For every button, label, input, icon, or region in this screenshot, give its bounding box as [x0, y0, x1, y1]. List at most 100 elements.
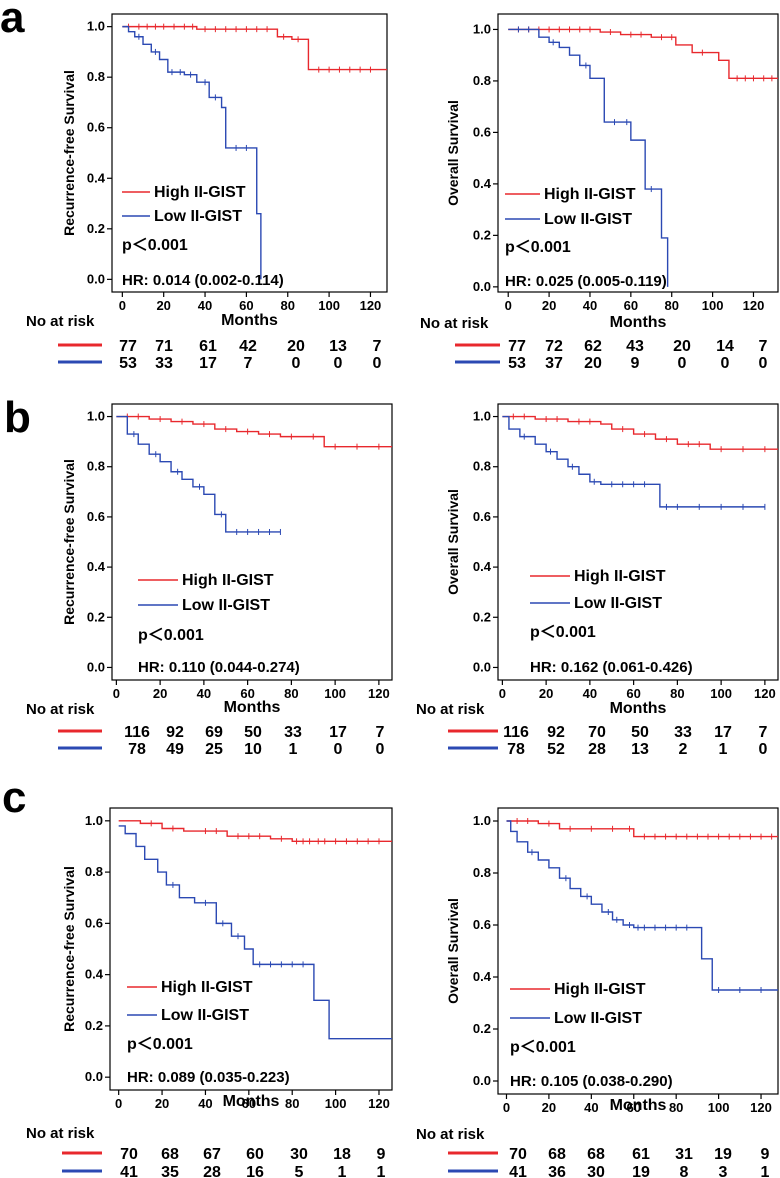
km-plot-a-os: 0.00.20.40.60.81.00 20 40 60 80 100 120Overall… — [420, 13, 779, 372]
risk-count-low: 10 — [244, 741, 262, 758]
x-tick-label: 0 — [115, 1096, 122, 1111]
risk-count-low: 0 — [334, 355, 343, 372]
y-tick-label: 1.0 — [85, 813, 103, 828]
legend-label-high: High II-GIST — [554, 981, 646, 998]
no-at-risk-header: No at risk — [26, 313, 95, 330]
x-tick-label: 100 — [324, 686, 346, 701]
x-tick-label: 80 — [281, 298, 295, 313]
hazard-ratio: HR: 0.089 (0.035-0.223) — [127, 1069, 290, 1086]
y-tick-label: 0.4 — [473, 559, 492, 574]
x-tick-label: 40 — [198, 1096, 212, 1111]
risk-count-low: 52 — [547, 741, 565, 758]
x-tick-label: 120 — [750, 1100, 772, 1115]
x-tick-label: 80 — [669, 1100, 683, 1115]
x-tick-label: 20 — [542, 1100, 556, 1115]
legend-label-high: High II-GIST — [182, 572, 274, 589]
y-axis-label: Overall Survival — [445, 100, 461, 206]
y-tick-label: 0.0 — [87, 659, 105, 674]
risk-count-high: 17 — [329, 724, 347, 741]
x-tick-label: 40 — [198, 298, 212, 313]
no-at-risk-header: No at risk — [26, 701, 95, 718]
x-tick-label: 60 — [626, 686, 640, 701]
risk-count-high: 7 — [376, 724, 385, 741]
plot-frame — [111, 403, 393, 681]
risk-count-high: 70 — [588, 724, 606, 741]
p-value: p＜0.001 — [510, 1039, 576, 1056]
risk-count-low: 41 — [120, 1164, 138, 1178]
x-tick-label: 60 — [624, 298, 638, 313]
legend-label-low: Low II-GIST — [574, 595, 662, 612]
y-tick-label: 0.4 — [87, 170, 106, 185]
y-tick-label: 0.6 — [473, 124, 491, 139]
x-tick-label: 20 — [156, 298, 170, 313]
risk-count-low: 0 — [334, 741, 343, 758]
y-tick-label: 0.8 — [473, 73, 491, 88]
y-tick-label: 0.0 — [473, 1073, 491, 1088]
risk-count-low: 0 — [678, 355, 687, 372]
risk-count-high: 60 — [246, 1146, 264, 1163]
y-tick-label: 1.0 — [87, 19, 105, 34]
risk-count-high: 68 — [587, 1146, 605, 1163]
km-plot-b-rfs: 0.00.20.40.60.81.00 20 40 60 80 100 120Recurre… — [26, 403, 393, 758]
y-tick-label: 0.2 — [473, 227, 491, 242]
legend-label-high: High II-GIST — [154, 184, 246, 201]
x-tick-label: 0 — [119, 298, 126, 313]
p-value: p＜0.001 — [122, 237, 188, 254]
x-axis-label: Months — [610, 700, 667, 717]
risk-count-low: 1 — [377, 1164, 386, 1178]
risk-count-high: 9 — [377, 1146, 386, 1163]
survival-curve-low — [506, 820, 778, 991]
panel-letter-b: b — [4, 393, 31, 442]
risk-count-low: 0 — [721, 355, 730, 372]
risk-count-low: 7 — [244, 355, 253, 372]
risk-count-high: 61 — [199, 338, 217, 355]
risk-count-high: 9 — [761, 1146, 770, 1163]
risk-count-high: 68 — [161, 1146, 179, 1163]
risk-count-high: 43 — [626, 338, 644, 355]
risk-count-high: 61 — [632, 1146, 650, 1163]
risk-count-high: 33 — [284, 724, 302, 741]
risk-count-low: 35 — [161, 1164, 179, 1178]
risk-count-high: 50 — [244, 724, 262, 741]
risk-count-low: 17 — [199, 355, 217, 372]
risk-count-high: 92 — [166, 724, 184, 741]
y-tick-label: 0.8 — [473, 865, 491, 880]
risk-count-high: 13 — [329, 338, 347, 355]
risk-count-low: 0 — [292, 355, 301, 372]
risk-count-high: 69 — [205, 724, 223, 741]
risk-count-high: 20 — [673, 338, 691, 355]
risk-count-low: 53 — [508, 355, 526, 372]
y-axis-label: Overall Survival — [445, 898, 461, 1004]
x-tick-label: 20 — [539, 686, 553, 701]
risk-count-low: 53 — [119, 355, 137, 372]
plot-frame — [111, 13, 388, 293]
risk-count-high: 20 — [287, 338, 305, 355]
x-tick-label: 0 — [503, 1100, 510, 1115]
y-tick-label: 0.6 — [87, 509, 105, 524]
risk-count-low: 0 — [759, 741, 768, 758]
y-tick-label: 0.4 — [473, 969, 492, 984]
risk-count-low: 49 — [166, 741, 184, 758]
legend-label-low: Low II-GIST — [544, 211, 632, 228]
risk-count-high: 31 — [675, 1146, 693, 1163]
risk-count-high: 62 — [584, 338, 602, 355]
x-tick-label: 60 — [242, 1096, 256, 1111]
x-tick-label: 0 — [113, 686, 120, 701]
y-tick-label: 0.2 — [473, 1021, 491, 1036]
survival-curve-high — [116, 415, 392, 448]
x-tick-label: 20 — [155, 1096, 169, 1111]
x-tick-label: 120 — [368, 686, 390, 701]
y-axis-label: Recurrence-free Survival — [61, 70, 77, 236]
x-tick-label: 80 — [664, 298, 678, 313]
no-at-risk-header: No at risk — [26, 1125, 95, 1142]
x-tick-label: 100 — [318, 298, 340, 313]
risk-count-low: 3 — [719, 1164, 728, 1178]
hazard-ratio: HR: 0.025 (0.005-0.119) — [505, 273, 667, 290]
risk-count-high: 67 — [203, 1146, 221, 1163]
hazard-ratio: HR: 0.014 (0.002-0.114) — [122, 272, 284, 289]
panel-letter-a: a — [0, 0, 25, 42]
legend-label-high: High II-GIST — [574, 568, 666, 585]
risk-count-high: 116 — [503, 724, 529, 741]
x-tick-label: 80 — [285, 1096, 299, 1111]
